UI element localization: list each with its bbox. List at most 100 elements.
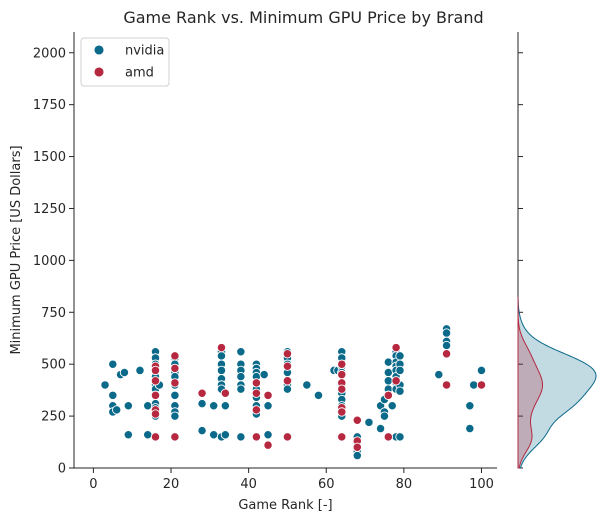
data-point (150, 376, 161, 386)
data-point (441, 340, 452, 351)
data-point (220, 430, 230, 440)
x-tick-label: 60 (318, 477, 335, 492)
data-point (387, 401, 397, 411)
data-point (119, 367, 130, 378)
y-tick-label: 250 (41, 410, 66, 425)
x-tick-label: 100 (469, 477, 494, 492)
data-point (263, 390, 273, 400)
marginal-density-panel (517, 32, 597, 469)
data-point (143, 430, 153, 440)
data-point (391, 342, 401, 353)
data-point (236, 432, 246, 442)
data-point (135, 365, 145, 376)
y-tick-label: 1250 (33, 202, 66, 217)
data-point (469, 380, 479, 390)
data-point (251, 388, 262, 398)
data-point (209, 430, 219, 440)
data-point (197, 425, 207, 436)
data-point (476, 380, 487, 390)
chart-title: Game Rank vs. Minimum GPU Price by Brand (123, 8, 483, 27)
data-point (150, 390, 161, 400)
data-point (476, 365, 487, 376)
data-point (216, 365, 227, 376)
data-point (216, 351, 227, 361)
data-point (337, 369, 347, 380)
legend-label-amd: amd (125, 66, 154, 81)
data-point (259, 369, 269, 380)
data-point (108, 359, 118, 369)
data-point (236, 384, 246, 394)
data-point (352, 415, 362, 425)
data-point (337, 432, 347, 442)
y-tick-label: 500 (41, 358, 66, 373)
data-point (100, 380, 110, 390)
data-point (220, 401, 230, 411)
data-point (395, 365, 405, 376)
data-point (251, 432, 262, 442)
data-point (282, 432, 293, 442)
data-point (263, 401, 273, 411)
data-point (170, 363, 180, 373)
x-axis-label: Game Rank [-] (238, 498, 332, 513)
main-plot-area: 0 20 40 60 80 1000250500750100012501500175020… (33, 32, 497, 492)
y-tick-label: 1500 (33, 150, 66, 165)
data-point (263, 430, 273, 440)
data-point (197, 388, 207, 398)
data-point (170, 411, 180, 421)
data-point (383, 357, 393, 367)
legend-label-nvidia: nvidia (125, 44, 164, 59)
data-point (282, 361, 293, 371)
data-point (197, 398, 207, 409)
y-tick-label: 750 (41, 306, 66, 321)
data-point (150, 365, 161, 376)
x-tick-label: 40 (240, 477, 257, 492)
data-point (123, 401, 133, 411)
kde-nvidia (517, 297, 597, 469)
data-point (251, 378, 262, 388)
data-point (263, 440, 273, 450)
data-point (112, 405, 122, 415)
legend-marker-amd (93, 66, 105, 78)
data-point (170, 390, 180, 400)
x-tick-label: 80 (396, 477, 413, 492)
data-point (383, 376, 393, 386)
data-point (441, 380, 452, 390)
data-point (395, 351, 405, 361)
legend[interactable]: nvidia amd (80, 37, 170, 87)
legend-marker-nvidia (93, 44, 105, 56)
data-point (352, 442, 362, 452)
data-point (337, 407, 347, 417)
data-point (395, 432, 405, 442)
data-point (251, 405, 262, 415)
data-point (170, 378, 180, 388)
data-point (236, 347, 246, 357)
data-point (123, 430, 133, 440)
data-point (216, 342, 227, 353)
data-point (383, 390, 393, 400)
series-amd (150, 342, 487, 452)
data-point (170, 351, 180, 361)
y-tick-label: 0 (58, 462, 66, 477)
data-point (364, 417, 374, 427)
data-point (150, 432, 161, 442)
x-tick-label: 20 (163, 477, 180, 492)
data-point (465, 401, 475, 411)
data-point (352, 450, 362, 461)
data-point (441, 328, 452, 338)
data-point (383, 367, 393, 378)
data-point (465, 423, 475, 434)
x-tick-label: 0 (89, 477, 97, 492)
data-point (395, 386, 405, 396)
data-point (337, 384, 347, 394)
data-point (383, 432, 393, 442)
data-point (209, 401, 219, 411)
y-tick-label: 1000 (33, 254, 66, 269)
data-point (313, 390, 324, 400)
data-point (282, 376, 293, 386)
data-point (302, 380, 312, 390)
y-tick-label: 1750 (33, 98, 66, 113)
kde-amd (517, 297, 544, 469)
data-point (441, 349, 452, 359)
data-point (170, 432, 180, 442)
